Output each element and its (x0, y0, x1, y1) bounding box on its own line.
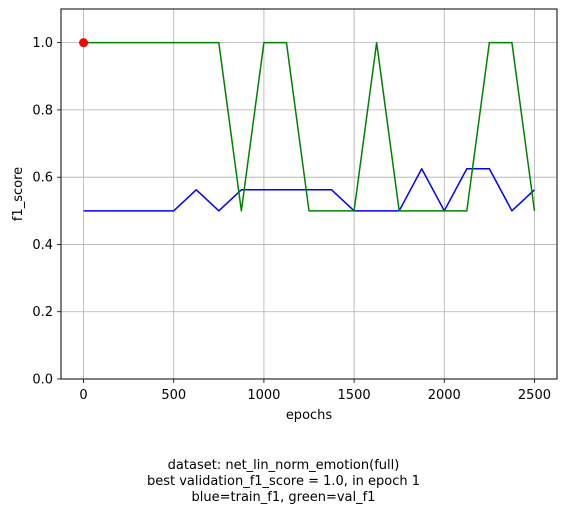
grid-lines (61, 9, 557, 380)
x-tick-label: 2500 (518, 388, 551, 403)
x-tick-label: 2000 (428, 388, 461, 403)
caption-legend: blue=train_f1, green=val_f1 (191, 490, 376, 505)
y-tick-label: 0.6 (32, 171, 53, 186)
x-tick-label: 1500 (338, 388, 371, 403)
y-axis-label: f1_score (11, 167, 26, 221)
x-tick-label: 0 (79, 388, 87, 403)
plot-frame (60, 8, 558, 380)
y-tick-label: 0.8 (32, 103, 53, 118)
y-tick-label: 0.2 (32, 305, 53, 320)
series-line-1 (83, 168, 535, 212)
y-tick-label: 0.4 (32, 238, 53, 253)
series-lines (83, 41, 536, 212)
x-tick-label: 1000 (247, 388, 280, 403)
x-tick-label: 500 (161, 388, 186, 403)
x-axis-label: epochs (286, 408, 333, 423)
figure-caption: dataset: net_lin_norm_emotion(full) best… (0, 458, 567, 506)
caption-best-score: best validation_f1_score = 1.0, in epoch… (146, 474, 421, 489)
axis-ticks: 0 500 1000 1500 2000 2500 0.0 0.2 0.4 0.6 0.8 1.0 (32, 36, 551, 403)
series-line-2 (83, 41, 536, 212)
best-epoch-point (79, 38, 89, 48)
best-marker (79, 38, 89, 48)
caption-dataset: dataset: net_lin_norm_emotion(full) (167, 458, 400, 473)
y-tick-label: 0.0 (32, 373, 53, 388)
y-tick-label: 1.0 (32, 36, 53, 51)
